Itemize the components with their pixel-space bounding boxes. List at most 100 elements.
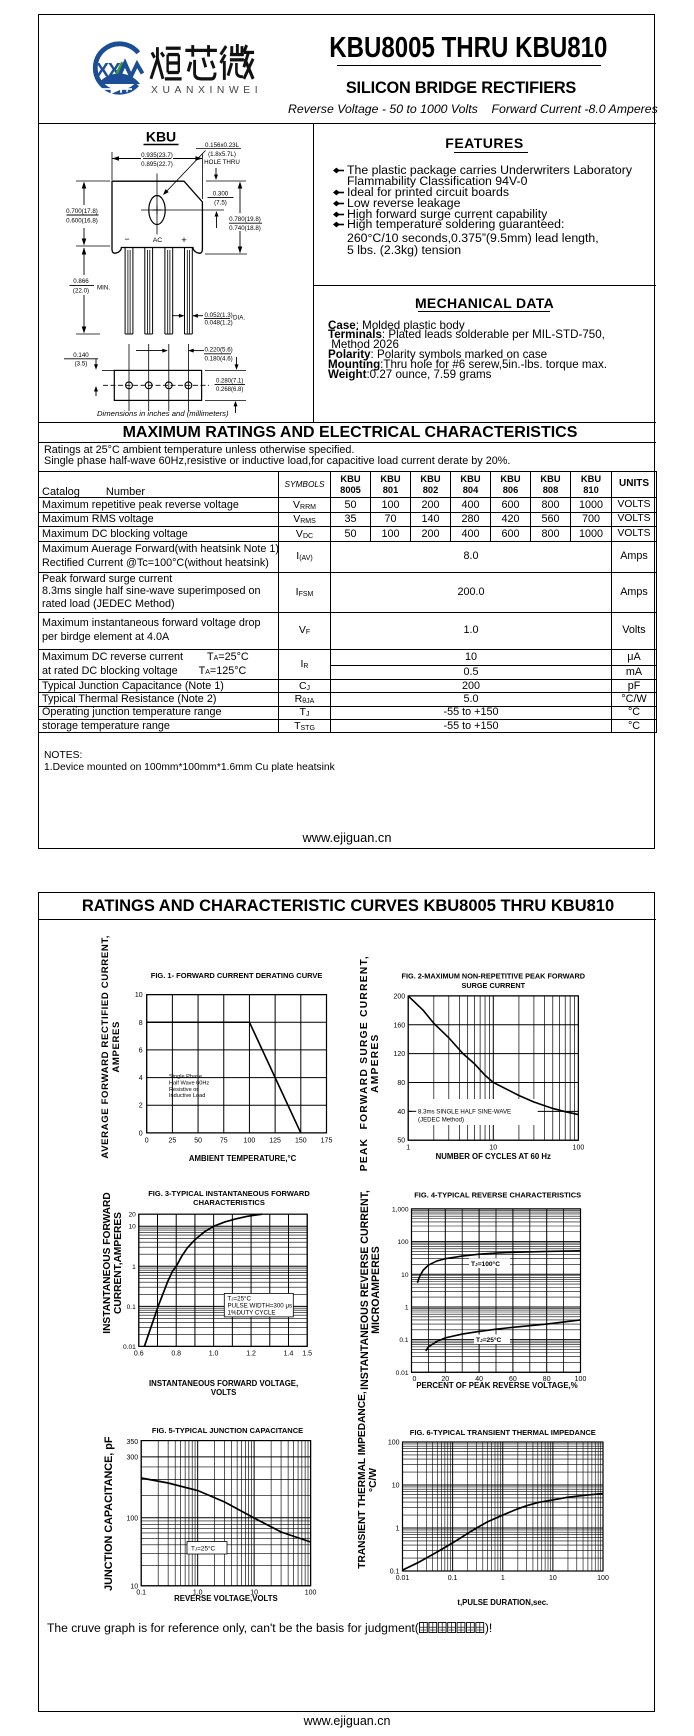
svg-text:TJ=25°C: TJ=25°C [476, 1336, 502, 1344]
svg-text:0.600(16.8): 0.600(16.8) [66, 217, 98, 224]
svg-text:100: 100 [244, 1137, 256, 1144]
svg-text:TJ=25°C: TJ=25°C [228, 1296, 252, 1303]
svg-text:0.01: 0.01 [396, 1370, 409, 1377]
svg-text:Inductive Load: Inductive Load [169, 1093, 205, 1099]
svg-text:1: 1 [396, 1526, 400, 1533]
svg-text:NUMBER OF CYCLES AT 60 Hz: NUMBER OF CYCLES AT 60 Hz [436, 1152, 551, 1161]
svg-text:25: 25 [169, 1137, 177, 1144]
svg-text:1: 1 [405, 1304, 409, 1311]
svg-text:AVERAGE FORWARD RECTIFIED CURR: AVERAGE FORWARD RECTIFIED CURRENT, [100, 935, 111, 1159]
svg-text:0.140: 0.140 [73, 352, 89, 359]
svg-text:FIG. 1- FORWARD CURRENT DERATI: FIG. 1- FORWARD CURRENT DERATING CURVE [151, 971, 323, 980]
svg-text:INSTANTANEOUS REVERSE CURRENT,: INSTANTANEOUS REVERSE CURRENT, [359, 1190, 371, 1390]
svg-text:1: 1 [501, 1575, 505, 1582]
svg-text:10: 10 [489, 1145, 497, 1152]
svg-text:0.1: 0.1 [399, 1337, 408, 1344]
svg-text:0.01: 0.01 [123, 1344, 136, 1351]
svg-text:TRANSIENT THERMAL IMPEDANCE,: TRANSIENT THERMAL IMPEDANCE, [357, 1391, 368, 1569]
svg-text:175: 175 [321, 1137, 333, 1144]
svg-text:(22.0): (22.0) [73, 288, 89, 295]
svg-text:PEAK FORWARD SURGE CURRENT,: PEAK FORWARD SURGE CURRENT, [359, 955, 370, 1171]
svg-text:100: 100 [388, 1440, 400, 1447]
svg-text:40: 40 [397, 1109, 405, 1116]
svg-text:t,PULSE DURATION,sec.: t,PULSE DURATION,sec. [457, 1598, 548, 1607]
svg-text:100: 100 [573, 1145, 585, 1152]
svg-text:AC: AC [153, 237, 163, 244]
svg-text:75: 75 [220, 1137, 228, 1144]
svg-text:100: 100 [305, 1589, 317, 1596]
svg-text:TJ=100°C: TJ=100°C [471, 1260, 500, 1268]
svg-text:50: 50 [397, 1138, 405, 1145]
svg-text:4: 4 [139, 1075, 143, 1082]
svg-text:100: 100 [597, 1575, 609, 1582]
svg-text:XX: XX [96, 60, 121, 82]
svg-text:80: 80 [543, 1376, 551, 1383]
svg-text:100: 100 [397, 1239, 408, 1246]
svg-text:0.300: 0.300 [213, 190, 229, 197]
svg-text:REVERSE VOLTAGE,VOLTS: REVERSE VOLTAGE,VOLTS [174, 1594, 278, 1603]
svg-text:10: 10 [392, 1483, 400, 1490]
svg-text:1.2: 1.2 [246, 1350, 256, 1357]
svg-text:150: 150 [295, 1137, 307, 1144]
svg-text:0.895(22.7): 0.895(22.7) [141, 161, 173, 168]
svg-text:1.0: 1.0 [209, 1350, 219, 1357]
svg-text:10: 10 [128, 1224, 136, 1231]
svg-text:0.048(1.2): 0.048(1.2) [205, 319, 233, 326]
svg-text:10: 10 [130, 1583, 138, 1590]
svg-text:350: 350 [127, 1439, 139, 1446]
svg-text:120: 120 [394, 1051, 406, 1058]
svg-text:10: 10 [250, 1589, 258, 1596]
svg-text:HOLE THRU: HOLE THRU [204, 159, 240, 166]
svg-text:0.1: 0.1 [127, 1304, 136, 1311]
svg-text:0.280(7.1): 0.280(7.1) [216, 378, 243, 384]
svg-text:+: + [181, 235, 187, 246]
svg-text:PULSE WIDTH=300 μs: PULSE WIDTH=300 μs [228, 1303, 293, 1310]
svg-text:PERCENT OF PEAK REVERSE VOLTAG: PERCENT OF PEAK REVERSE VOLTAGE,% [416, 1381, 577, 1390]
svg-text:0.180(4.6): 0.180(4.6) [205, 356, 233, 363]
svg-text:MICROAMPERES: MICROAMPERES [370, 1246, 382, 1334]
svg-text:0: 0 [413, 1376, 417, 1383]
svg-text:40: 40 [475, 1376, 483, 1383]
svg-text:SURGE CURRENT: SURGE CURRENT [461, 981, 525, 990]
svg-text:10: 10 [401, 1272, 409, 1279]
svg-text:MIN.: MIN. [97, 284, 110, 291]
svg-text:DIA.: DIA. [233, 315, 245, 322]
svg-text:0.1: 0.1 [390, 1569, 400, 1576]
svg-text:8.3ms SINGLE HALF SINE-WAVE: 8.3ms SINGLE HALF SINE-WAVE [418, 1108, 511, 1115]
svg-text:50: 50 [194, 1137, 202, 1144]
svg-text:(JEDEC Method): (JEDEC Method) [418, 1116, 464, 1123]
svg-text:8: 8 [139, 1020, 143, 1027]
svg-text:Half Wave 60Hz: Half Wave 60Hz [169, 1080, 209, 1086]
svg-text:0.935(23.7): 0.935(23.7) [141, 152, 173, 159]
svg-text:−: − [124, 234, 129, 244]
svg-text:CHARACTERISTICS: CHARACTERISTICS [193, 1198, 265, 1207]
svg-text:1: 1 [406, 1145, 410, 1152]
svg-text:60: 60 [509, 1376, 517, 1383]
svg-text:0: 0 [145, 1137, 149, 1144]
svg-text:JUNCTION CAPACITANCE, pF: JUNCTION CAPACITANCE, pF [103, 1436, 115, 1591]
svg-text:1,000: 1,000 [392, 1206, 409, 1213]
svg-text:0.700(17.8): 0.700(17.8) [66, 208, 98, 215]
svg-text:1.4: 1.4 [284, 1350, 294, 1357]
svg-text:80: 80 [397, 1080, 405, 1087]
svg-text:AMBIENT TEMPERATURE,°C: AMBIENT TEMPERATURE,°C [189, 1154, 297, 1163]
svg-text:(3.5): (3.5) [75, 361, 88, 368]
svg-text:0: 0 [139, 1130, 143, 1137]
svg-text:1: 1 [132, 1264, 136, 1271]
svg-text:0.268(6.8): 0.268(6.8) [216, 387, 243, 393]
svg-text:(7.5): (7.5) [214, 200, 227, 207]
svg-text:0.780(19.8): 0.780(19.8) [229, 216, 261, 223]
svg-text:°C/W: °C/W [368, 1468, 379, 1492]
svg-text:0.052(1.3): 0.052(1.3) [205, 312, 233, 319]
svg-text:INSTANTANEOUS FORWARD VOLTAGE,: INSTANTANEOUS FORWARD VOLTAGE, [149, 1379, 298, 1388]
svg-text:20: 20 [441, 1376, 449, 1383]
svg-text:0.220(5.6): 0.220(5.6) [205, 347, 233, 354]
svg-text:(1.8x5.7L): (1.8x5.7L) [208, 151, 236, 158]
svg-text:TJ=25°C: TJ=25°C [191, 1544, 216, 1552]
svg-text:0.8: 0.8 [171, 1350, 181, 1357]
svg-text:1%DUTY CYCLE: 1%DUTY CYCLE [228, 1310, 276, 1317]
svg-text:INSTANTANEOUS FORWARD: INSTANTANEOUS FORWARD [102, 1192, 113, 1334]
svg-text:0.1: 0.1 [448, 1575, 458, 1582]
svg-text:1.0: 1.0 [193, 1589, 203, 1596]
svg-text:Single Phase: Single Phase [169, 1074, 202, 1080]
